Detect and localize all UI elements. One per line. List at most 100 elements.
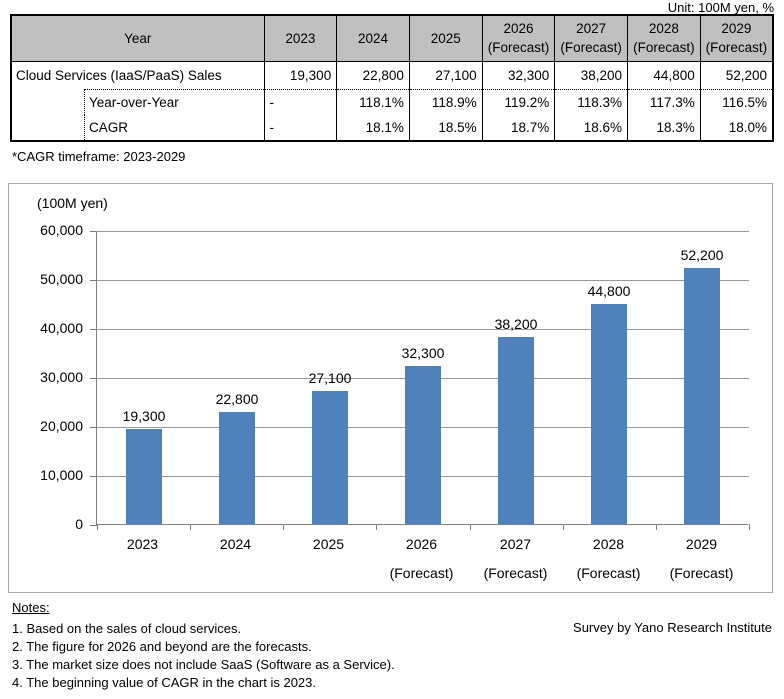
sales-table-header: Year 2023 2024 2025 2026 (Forecast) 2027 (Forec… (10, 14, 774, 62)
x-axis-tick (656, 524, 657, 530)
bar-value-label: 44,800 (587, 283, 631, 299)
gridline (97, 280, 749, 281)
table-row: CAGR -18.1% 18.5% 18.7% 18.6% 18.3% 18.0% (10, 115, 774, 142)
table-header-2027: 2027 (Forecast) (554, 14, 629, 62)
plot-area: 19,300 22,800 27,100 32,300 38,200 44,800 52,2… (90, 231, 750, 530)
value-cell: 19,300 (263, 60, 338, 89)
bar-value-label: 52,200 (680, 247, 724, 263)
bar-2024 (219, 412, 255, 524)
value-cell: 119.2% (481, 88, 556, 115)
sales-table: Year 2023 2024 2025 2026 (Forecast) 2027 (Forec… (10, 14, 774, 142)
x-axis-forecast: (Forecast) (483, 565, 548, 581)
y-axis-tick (90, 476, 97, 477)
notes-heading: Notes: (12, 600, 50, 615)
unit-label: Unit: 100M yen, % (667, 0, 774, 15)
gridline (97, 231, 749, 232)
x-axis-tick (376, 524, 377, 530)
survey-credit: Survey by Yano Research Institute (573, 620, 772, 635)
y-axis-tick (90, 427, 97, 428)
x-axis-year: 2025 (312, 536, 345, 552)
value-cell: 32,300 (481, 60, 556, 89)
bar-2029 (684, 268, 720, 524)
note-item: 3. The market size does not include SaaS… (12, 657, 395, 672)
table-header-2025: 2025 (408, 14, 483, 62)
bar-value-label: 32,300 (401, 345, 445, 361)
note-item: 2. The figure for 2026 and beyond are th… (12, 639, 312, 654)
bar-value-label: 22,800 (215, 391, 259, 407)
value-cell: 38,200 (554, 60, 629, 89)
bar-2025 (312, 391, 348, 524)
header-forecast-label: (Forecast) (560, 40, 622, 56)
header-year-label: 2028 (648, 21, 679, 37)
x-axis-label: 2027 (Forecast) (469, 535, 562, 582)
x-axis-forecast: (Forecast) (389, 565, 454, 581)
sales-bar-chart: (100M yen) 0 10,000 20,000 30,000 40,000 50,0… (8, 183, 773, 593)
value-cell: 118.1% (336, 88, 410, 115)
y-axis-label: 40,000 (40, 320, 83, 336)
x-axis-label: 2028 (Forecast) (562, 535, 655, 582)
value-cell: 18.5% (408, 115, 483, 142)
y-axis-unit-label: (100M yen) (37, 195, 108, 211)
header-year-label: 2024 (358, 30, 389, 46)
bar-2028 (591, 304, 627, 524)
y-axis-tick (90, 329, 97, 330)
value-cell: - (263, 88, 338, 115)
value-cell: 27,100 (408, 60, 483, 89)
table-header-year: Year (10, 14, 265, 62)
value-cell: 18.7% (481, 115, 556, 142)
gridline (97, 329, 749, 330)
y-axis-label: 0 (75, 516, 83, 532)
value-cell: 18.6% (554, 115, 629, 142)
x-axis-label: 2029 (Forecast) (655, 535, 748, 582)
x-axis-forecast: (Forecast) (669, 565, 734, 581)
table-header-row: Year 2023 2024 2025 2026 (Forecast) 2027 (Forec… (10, 14, 774, 62)
bar-value-label: 27,100 (308, 370, 352, 386)
value-cell: 44,800 (627, 60, 701, 89)
table-header-2029: 2029 (Forecast) (699, 14, 774, 62)
x-axis-year: 2023 (126, 536, 159, 552)
value-cell: 118.9% (408, 88, 483, 115)
row-label-cell: Cloud Services (IaaS/PaaS) Sales (10, 60, 265, 89)
row-label-cell: Year-over-Year (10, 89, 265, 115)
y-axis-label: 50,000 (40, 271, 83, 287)
notes-list: 1. Based on the sales of cloud services.… (12, 620, 395, 692)
x-axis-tick (563, 524, 564, 530)
x-axis-year: 2028 (592, 536, 625, 552)
table-row: Year-over-Year -118.1% 118.9% 119.2% 118.3% 1… (10, 88, 774, 115)
row-label: CAGR (89, 120, 129, 135)
bar-2023 (126, 429, 162, 524)
y-axis-tick (90, 231, 97, 232)
bar-value-label: 38,200 (494, 316, 538, 332)
value-cell: - (263, 115, 338, 142)
y-axis-label: 10,000 (40, 467, 83, 483)
bar-2027 (498, 337, 534, 524)
y-axis-tick (90, 378, 97, 379)
value-cell: 18.1% (336, 115, 410, 142)
y-axis-label: 20,000 (40, 418, 83, 434)
x-axis-label: 2023 (96, 535, 189, 553)
x-axis-label: 2025 (282, 535, 375, 553)
header-year-label: 2025 (430, 30, 461, 46)
x-axis-forecast: (Forecast) (576, 565, 641, 581)
y-axis-tick (90, 525, 97, 526)
header-year-label: 2023 (285, 30, 316, 46)
x-axis-year: 2026 (405, 536, 438, 552)
bar-value-label: 19,300 (122, 408, 166, 424)
header-forecast-label: (Forecast) (633, 40, 695, 56)
header-forecast-label: (Forecast) (487, 40, 550, 56)
table-header-2024: 2024 (336, 14, 410, 62)
header-year-label: 2029 (721, 21, 752, 37)
header-year-label: 2027 (576, 21, 607, 37)
row-label: Year-over-Year (89, 94, 179, 110)
x-axis-year: 2029 (685, 536, 718, 552)
value-cell: 52,200 (699, 60, 774, 89)
x-axis-labels: 2023 2024 2025 2026 (Forecast) 2027 (Forecast)… (9, 535, 774, 587)
value-cell: 116.5% (699, 88, 774, 115)
header-forecast-label: (Forecast) (705, 40, 768, 56)
bar-2026 (405, 366, 441, 524)
note-item: 1. Based on the sales of cloud services. (12, 621, 242, 636)
table-header-2023: 2023 (263, 14, 338, 62)
value-cell: 18.0% (699, 115, 774, 142)
value-cell: 118.3% (554, 88, 629, 115)
